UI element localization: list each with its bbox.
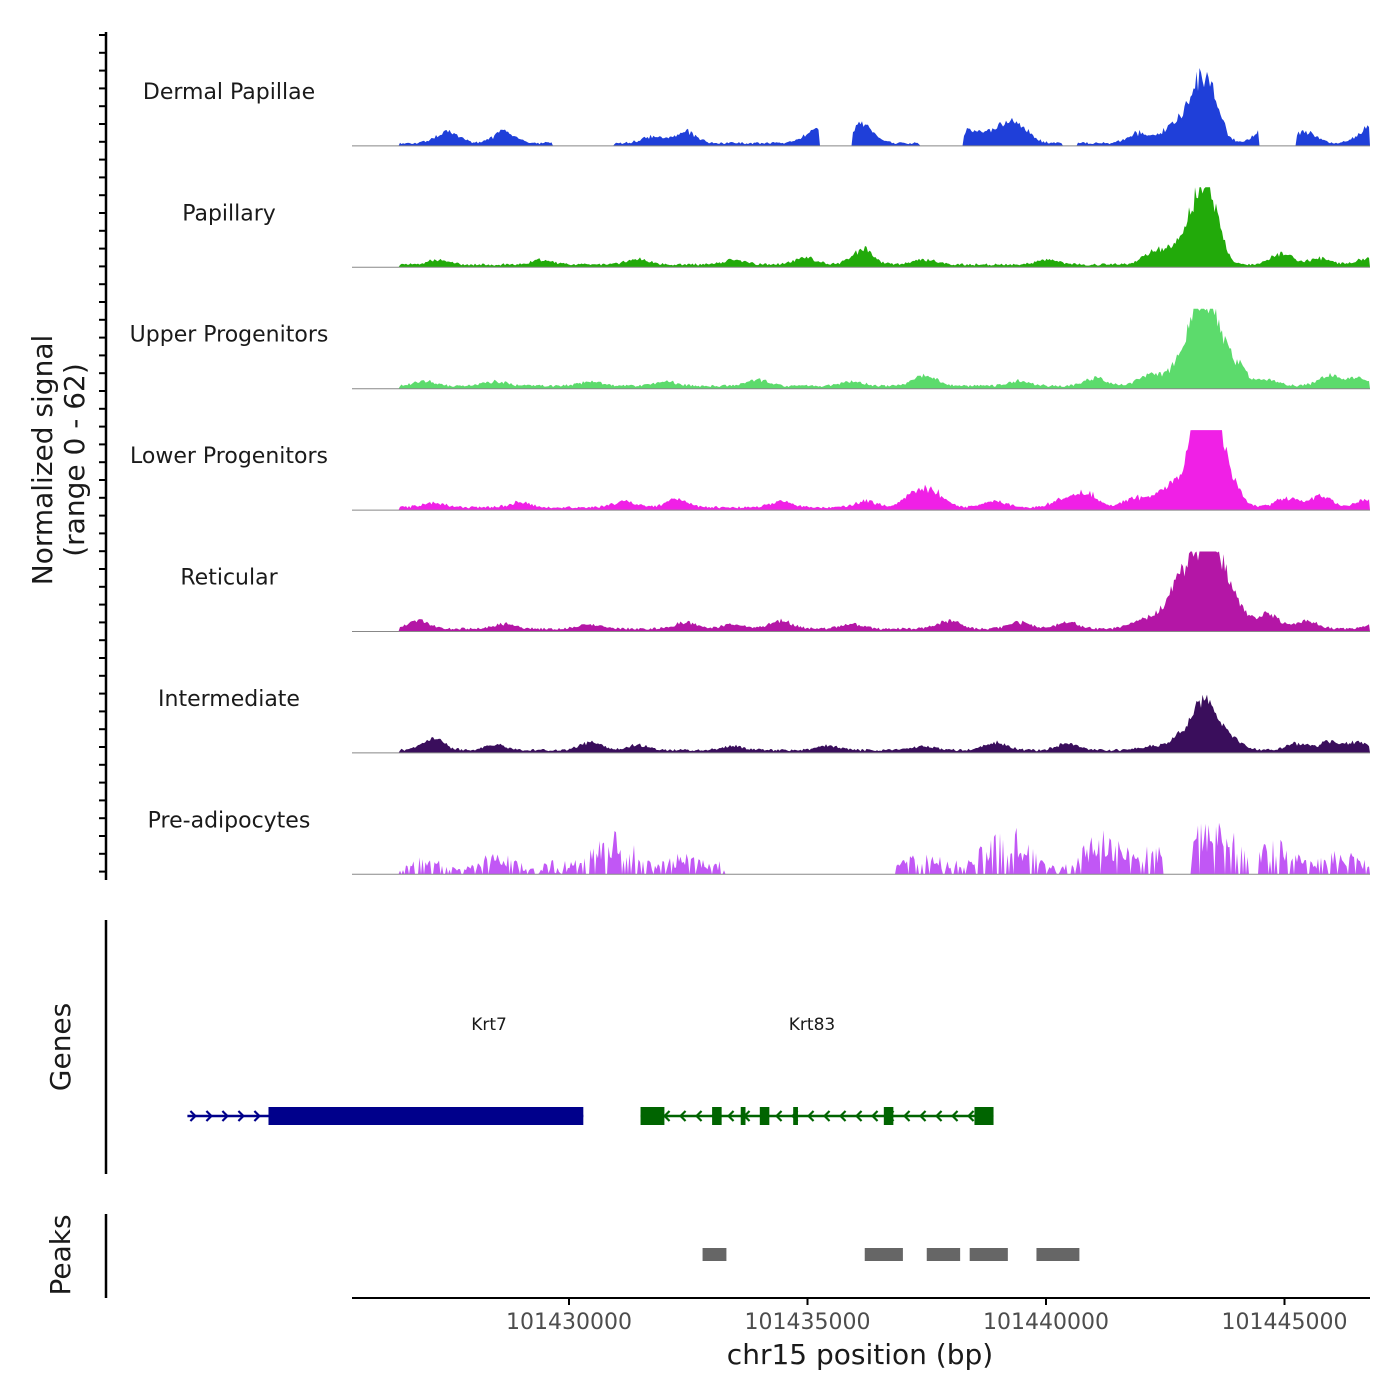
strand-arrow (966, 1110, 975, 1122)
track-dermal-papillae: Dermal Papillae (143, 68, 1370, 147)
y-axis-title-line1: Normalized signal (26, 335, 59, 586)
gene-krt7: Krt7 (187, 1015, 584, 1125)
track-intermediate: Intermediate (158, 687, 1370, 754)
peak-track (702, 1248, 1080, 1261)
strand-arrow (189, 1110, 197, 1122)
gene-exon (268, 1107, 584, 1125)
x-tick-label: 101440000 (983, 1310, 1109, 1335)
peak-region (864, 1248, 903, 1261)
track-label: Lower Progenitors (130, 444, 328, 469)
track-label: Reticular (180, 566, 278, 591)
strand-arrow (694, 1110, 703, 1122)
track-upper-progenitors: Upper Progenitors (130, 308, 1370, 390)
x-axis-title: chr15 position (bp) (727, 1338, 993, 1371)
coverage-y-ticks (99, 34, 106, 873)
track-label: Dermal Papillae (143, 80, 315, 105)
track-reticular: Reticular (180, 551, 1370, 632)
gene-krt83: Krt83 (640, 1015, 994, 1125)
track-signal-area (352, 822, 1370, 875)
gene-exon (712, 1107, 722, 1125)
gene-exon (740, 1107, 746, 1125)
gene-exon (640, 1107, 665, 1125)
track-signal-area (352, 430, 1370, 511)
track-label: Pre-adipocytes (148, 808, 311, 833)
genes-axis-title: Genes (44, 1003, 77, 1091)
strand-arrow (726, 1110, 735, 1122)
strand-arrow (838, 1110, 847, 1122)
peak-region (1036, 1248, 1080, 1261)
x-tick-label: 101435000 (745, 1310, 871, 1335)
strand-arrow (678, 1110, 687, 1122)
track-signal-area (352, 187, 1370, 268)
strand-arrow (934, 1110, 943, 1122)
strand-arrow (902, 1110, 911, 1122)
gene-exon (974, 1107, 994, 1125)
track-signal-area (352, 694, 1370, 753)
strand-arrow (662, 1110, 671, 1122)
strand-arrow (205, 1110, 213, 1122)
gene-exon (793, 1107, 798, 1125)
track-signal-area (352, 68, 1370, 146)
track-papillary: Papillary (182, 187, 1370, 268)
track-lower-progenitors: Lower Progenitors (130, 430, 1370, 511)
strand-arrow (221, 1110, 229, 1122)
strand-arrow (774, 1110, 783, 1122)
x-axis-ticks: 101430000 101435000 101440000 101445000 (506, 1298, 1347, 1335)
track-signal-area (352, 551, 1370, 632)
gene-exon (883, 1107, 894, 1125)
x-tick-label: 101430000 (506, 1310, 632, 1335)
track-label: Upper Progenitors (130, 323, 329, 348)
y-axis-title-line2: (range 0 - 62) (58, 363, 91, 557)
gene-label: Krt7 (471, 1015, 507, 1035)
peak-region (926, 1248, 961, 1261)
strand-arrow (806, 1110, 815, 1122)
strand-arrow (237, 1110, 245, 1122)
track-pre-adipocytes: Pre-adipocytes (148, 808, 1370, 875)
gene-track: Krt7 Krt83 (187, 1015, 994, 1125)
peak-region (969, 1248, 1008, 1261)
gene-label: Krt83 (789, 1015, 835, 1035)
track-signal-area (352, 308, 1370, 389)
track-label: Papillary (182, 201, 276, 226)
peaks-axis-title: Peaks (44, 1214, 77, 1295)
strand-arrow (854, 1110, 863, 1122)
strand-arrow (950, 1110, 959, 1122)
x-tick-label: 101445000 (1222, 1310, 1348, 1335)
strand-arrow (870, 1110, 879, 1122)
coverage-tracks: Dermal Papillae Papillary Upper Progenitor… (130, 68, 1370, 875)
strand-arrow (822, 1110, 831, 1122)
track-label: Intermediate (158, 687, 300, 712)
peak-region (702, 1248, 727, 1261)
strand-arrow (253, 1110, 261, 1122)
strand-arrow (918, 1110, 927, 1122)
gene-exon (759, 1107, 770, 1125)
